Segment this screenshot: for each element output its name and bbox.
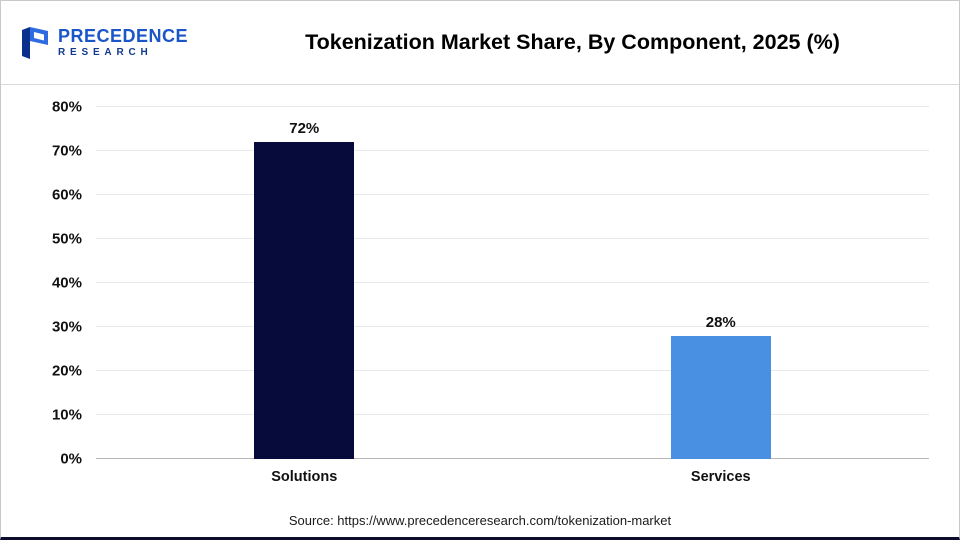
- bar-value-label: 28%: [705, 313, 736, 331]
- gridline: [96, 414, 929, 415]
- y-tick-label: 60%: [51, 186, 82, 204]
- x-category-label: Services: [690, 469, 751, 485]
- logo-line2: RESEARCH: [58, 46, 153, 58]
- logo-text: PRECEDENCE RESEARCH: [58, 25, 189, 58]
- chart-area: 0% 10% 20% 30% 40% 50% 60% 70% 80% 72% 28% Solutio…: [1, 85, 959, 503]
- y-tick-label: 50%: [51, 230, 82, 248]
- y-tick-label: 30%: [51, 318, 82, 336]
- gridline: [96, 370, 929, 371]
- bar-slot-services: 28%: [513, 107, 930, 459]
- bars-container: 72% 28%: [96, 107, 929, 459]
- y-tick-label: 10%: [51, 406, 82, 424]
- source-footer: Source: https://www.precedenceresearch.c…: [1, 503, 959, 537]
- gridline: [96, 150, 929, 151]
- bar-slot-solutions: 72%: [96, 107, 513, 459]
- header: PRECEDENCE RESEARCH Tokenization Market …: [1, 1, 959, 85]
- precedence-logo: PRECEDENCE RESEARCH: [19, 25, 204, 61]
- x-axis-line: [96, 458, 929, 459]
- y-tick-label: 20%: [51, 362, 82, 380]
- gridline: [96, 282, 929, 283]
- y-tick-label: 40%: [51, 274, 82, 292]
- x-category-label: Solutions: [271, 469, 338, 485]
- plot-area: 0% 10% 20% 30% 40% 50% 60% 70% 80% 72% 28%: [52, 99, 929, 468]
- y-tick-label: 70%: [51, 142, 82, 160]
- gridline: [96, 106, 929, 107]
- y-tick-label: 0%: [60, 450, 82, 468]
- gridline: [96, 326, 929, 327]
- x-axis-labels: Solutions Services: [96, 469, 929, 485]
- gridline: [96, 238, 929, 239]
- precedence-logo-icon: [22, 26, 48, 59]
- bar-solutions: [254, 142, 355, 459]
- gridline: [96, 194, 929, 195]
- source-text: Source: https://www.precedenceresearch.c…: [288, 512, 672, 528]
- chart-title: Tokenization Market Share, By Component,…: [305, 30, 840, 54]
- bar-value-label: 72%: [289, 120, 320, 138]
- bar-services: [670, 335, 771, 459]
- y-tick-label: 80%: [51, 98, 82, 116]
- logo-line1: PRECEDENCE: [58, 25, 189, 46]
